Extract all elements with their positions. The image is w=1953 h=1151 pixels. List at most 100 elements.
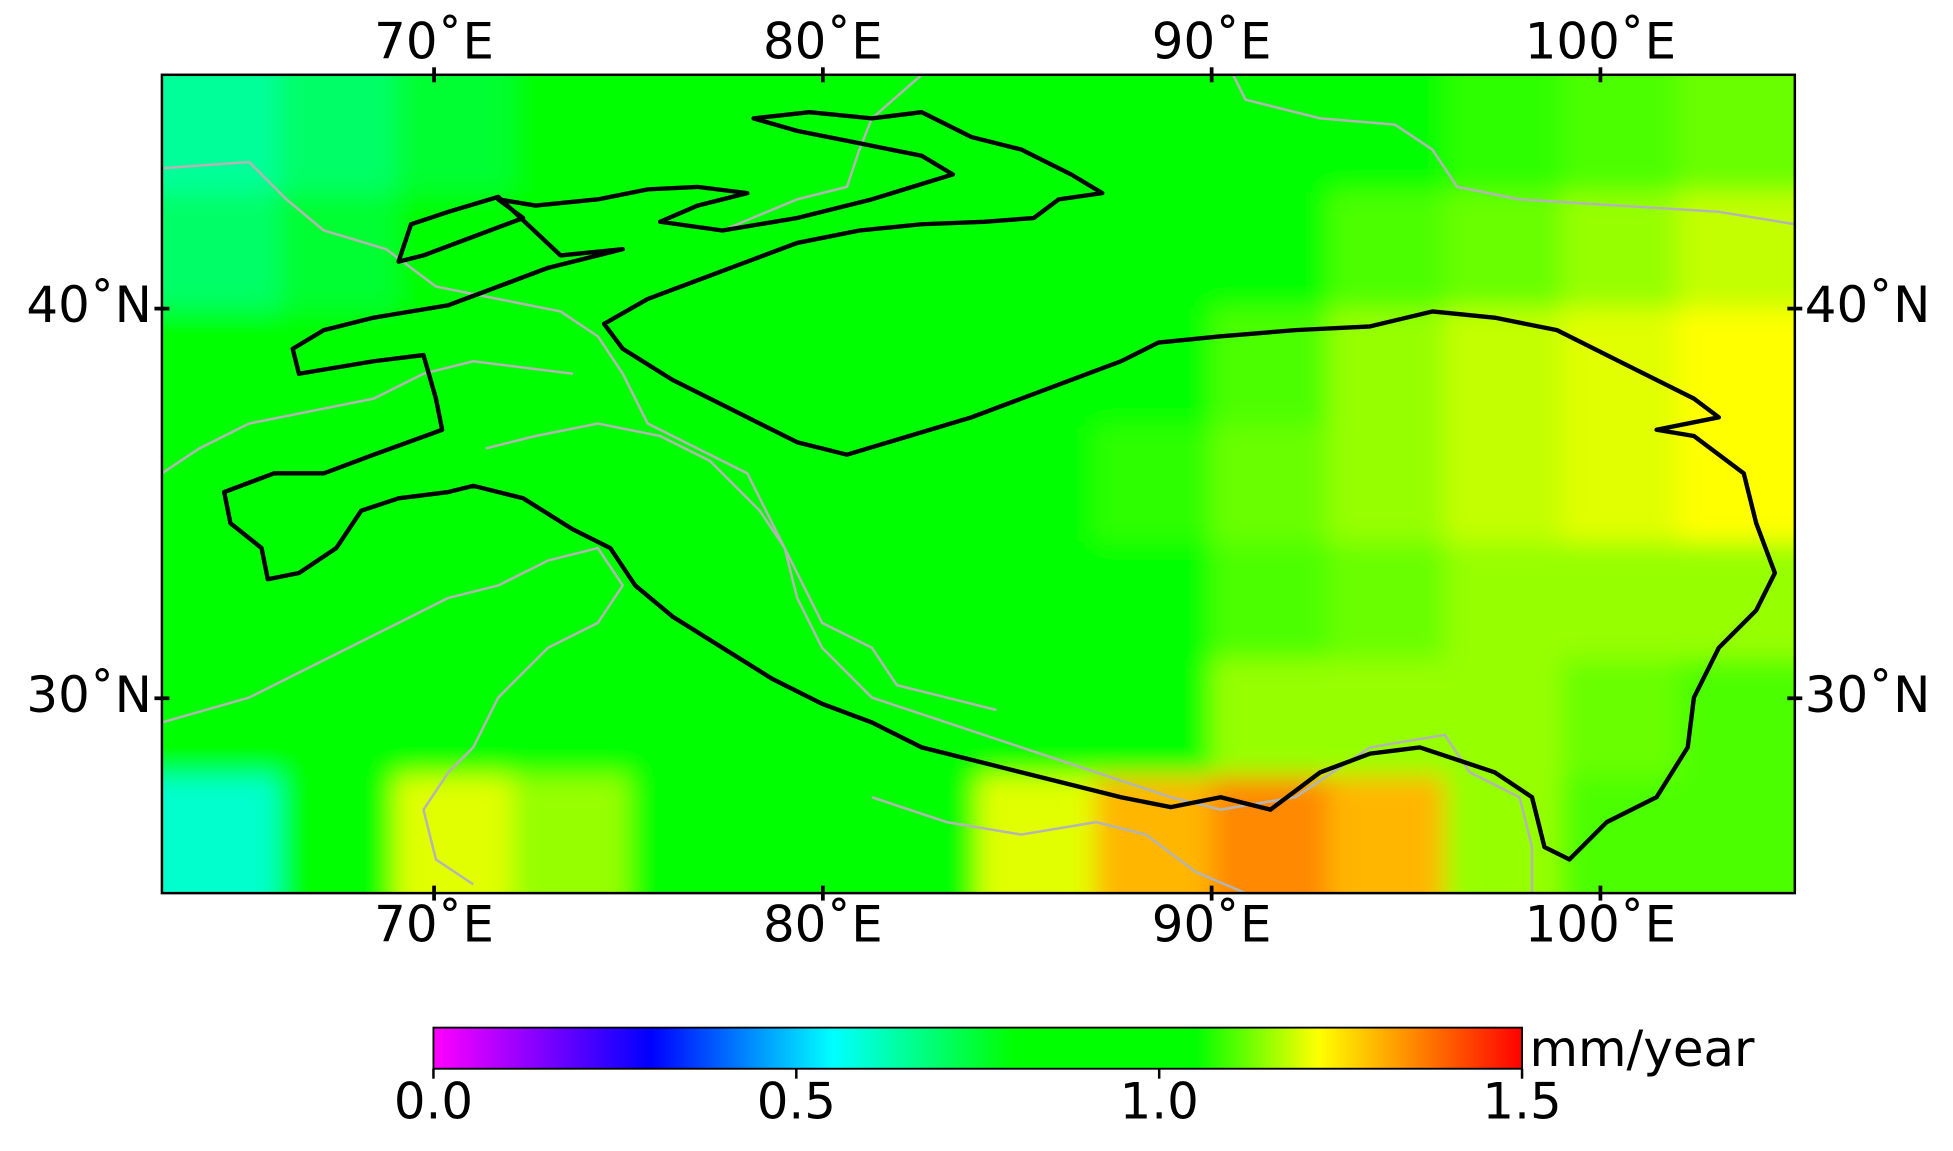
raster-layer: [161, 74, 1795, 894]
raster-cell: [1328, 659, 1447, 778]
raster-cell: [511, 776, 630, 894]
raster-cell: [628, 542, 747, 661]
raster-cell: [978, 425, 1097, 544]
axes: 70˚E 70˚E 80˚E 80˚E 90˚E 90˚E 100˚E 100˚E 30˚N 30…: [26, 12, 1930, 953]
raster-cell: [1561, 542, 1680, 661]
raster-cell: [395, 776, 514, 894]
country-border: [161, 360, 574, 475]
raster-cell: [161, 659, 280, 778]
raster-cell: [1328, 425, 1447, 544]
country-border: [871, 796, 1247, 894]
raster-cell: [861, 776, 980, 894]
x-tick-label: 80˚E: [763, 895, 883, 953]
x-tick-label: 80˚E: [763, 12, 883, 70]
country-border: [721, 74, 923, 232]
raster-cell: [1095, 659, 1213, 778]
raster-cell: [1444, 191, 1563, 310]
colorbar-tick-label: 1.5: [1482, 1072, 1561, 1130]
raster-cell: [861, 542, 980, 661]
raster-cell: [1561, 74, 1680, 193]
raster-cell: [395, 74, 514, 193]
raster-cell: [1211, 542, 1330, 661]
y-tick-label: 40˚N: [26, 276, 152, 334]
raster-cell: [1211, 425, 1330, 544]
raster-cell: [745, 659, 863, 778]
raster-cell: [978, 74, 1097, 193]
raster-cell: [1444, 659, 1563, 778]
x-tick-label: 90˚E: [1152, 12, 1272, 70]
raster-cell: [1561, 425, 1680, 544]
raster-cell: [1211, 659, 1330, 778]
raster-cell: [1095, 308, 1213, 427]
raster-cell: [278, 659, 397, 778]
country-border: [485, 422, 1534, 894]
raster-cell: [978, 776, 1097, 894]
raster-cell: [745, 308, 863, 427]
raster-cell: [861, 191, 980, 310]
raster-cell: [1095, 542, 1213, 661]
raster-cell: [1444, 74, 1563, 193]
raster-cell: [278, 191, 397, 310]
raster-cell: [1328, 776, 1447, 894]
raster-cell: [978, 659, 1097, 778]
raster-cell: [628, 425, 747, 544]
x-tick-label: 70˚E: [374, 12, 494, 70]
raster-cell: [978, 542, 1097, 661]
colorbar-tick-label: 0.5: [757, 1072, 836, 1130]
raster-cell: [161, 308, 280, 427]
x-tick-label: 100˚E: [1525, 895, 1676, 953]
raster-cell: [1211, 308, 1330, 427]
raster-cell: [1678, 776, 1795, 894]
plateau-outline: [222, 109, 1778, 862]
raster-cell: [511, 659, 630, 778]
raster-cell: [395, 659, 514, 778]
raster-cell: [1095, 191, 1213, 310]
raster-cell: [861, 659, 980, 778]
raster-cell: [1328, 542, 1447, 661]
raster-cell: [1678, 308, 1795, 427]
map-frame: [160, 73, 1797, 895]
colorbar-ramp: [432, 1026, 1523, 1070]
raster-cell: [1444, 425, 1563, 544]
country-border: [1231, 74, 1795, 226]
raster-cell: [511, 542, 630, 661]
raster-cell: [628, 776, 747, 894]
y-tick-label: 30˚N: [26, 666, 152, 724]
raster-cell: [745, 542, 863, 661]
colorbar-tick-label: 0.0: [394, 1072, 473, 1130]
raster-cell: [745, 191, 863, 310]
raster-cell: [1678, 542, 1795, 661]
raster-cell: [395, 425, 514, 544]
raster-cell: [1561, 659, 1680, 778]
x-tick-label: 90˚E: [1152, 895, 1272, 953]
raster-cell: [511, 425, 630, 544]
y-tick-label: 40˚N: [1805, 276, 1931, 334]
raster-cell: [161, 776, 280, 894]
raster-cell: [861, 74, 980, 193]
raster-cell: [161, 425, 280, 544]
country-border: [161, 160, 997, 712]
raster-cell: [278, 425, 397, 544]
raster-cell: [395, 308, 514, 427]
x-tick-label: 100˚E: [1525, 12, 1676, 70]
raster-cell: [1678, 659, 1795, 778]
raster-cell: [1211, 776, 1330, 894]
raster-cell: [161, 191, 280, 310]
raster-cell: [1328, 74, 1447, 193]
raster-cell: [1678, 74, 1795, 193]
colorbar-unit: mm/year: [1530, 1020, 1755, 1078]
raster-cell: [1561, 191, 1680, 310]
colorbar: mm/year 0.0 0.5 1.0 1.5: [394, 1020, 1755, 1130]
raster-cell: [628, 659, 747, 778]
raster-cell: [861, 308, 980, 427]
raster-cell: [1211, 74, 1330, 193]
country-border: [161, 546, 625, 886]
raster-cell: [395, 542, 514, 661]
y-tick-label: 30˚N: [1805, 666, 1931, 724]
colorbar-tick-label: 1.0: [1120, 1072, 1199, 1130]
raster-cell: [511, 74, 630, 193]
raster-cell: [278, 542, 397, 661]
raster-cell: [1444, 542, 1563, 661]
